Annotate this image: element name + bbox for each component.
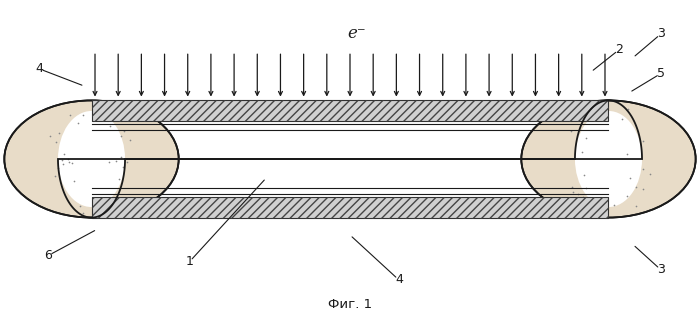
Text: 6: 6: [44, 249, 52, 262]
Text: 4: 4: [395, 273, 402, 287]
Ellipse shape: [4, 100, 178, 218]
Text: 2: 2: [615, 43, 623, 56]
Text: 3: 3: [657, 27, 665, 40]
Ellipse shape: [58, 111, 125, 207]
Ellipse shape: [522, 100, 696, 218]
Text: 5: 5: [657, 67, 665, 80]
Text: e⁻: e⁻: [348, 25, 366, 42]
FancyBboxPatch shape: [92, 100, 608, 121]
Polygon shape: [58, 100, 642, 218]
Text: Фиг. 1: Фиг. 1: [328, 298, 372, 310]
Ellipse shape: [575, 111, 642, 207]
Text: 4: 4: [35, 62, 43, 75]
FancyBboxPatch shape: [92, 197, 608, 218]
Text: 1: 1: [186, 255, 193, 268]
Text: 3: 3: [657, 263, 665, 276]
